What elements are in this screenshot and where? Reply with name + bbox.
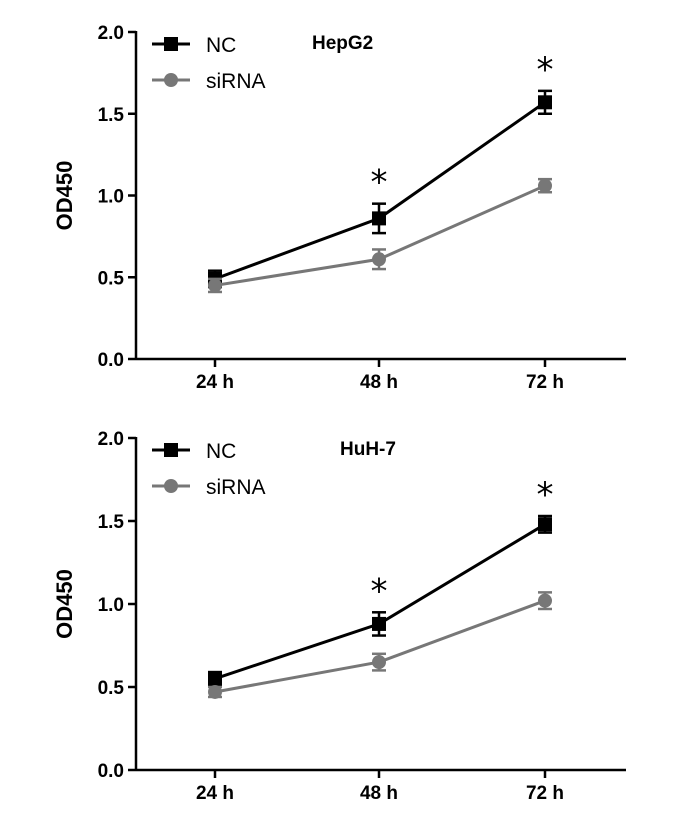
chart1-x-tick-label: 72 h [526, 783, 564, 804]
chart0-series-0-point [372, 211, 386, 226]
chart1-legend-marker [164, 443, 178, 457]
chart1-series-0-point [538, 517, 552, 532]
chart0-y-axis-label: OD450 [52, 161, 77, 231]
chart0-series-1-point [372, 252, 386, 267]
chart1-y-axis-label: OD450 [52, 569, 77, 639]
chart0-y-tick-label: 1.0 [98, 187, 124, 208]
chart-huh7: 0.0 0.5 1.0 1.5 2.0 24 h 48 h 72 h OD450 HuH-7 * * N… [52, 429, 626, 804]
chart1-series-1-point [538, 593, 552, 608]
chart0-x-tick-label: 72 h [526, 372, 564, 393]
chart0-series-1-point [538, 178, 552, 193]
chart1-legend-marker [164, 479, 178, 493]
chart0-significance-star: * [537, 50, 554, 90]
chart1-title: HuH-7 [340, 439, 396, 460]
chart0-legend-label: siRNA [206, 70, 266, 93]
chart0-y-tick-label: 0.0 [98, 350, 124, 371]
chart1-x-tick-label: 48 h [360, 783, 398, 804]
chart1-y-tick-label: 1.5 [98, 512, 125, 533]
chart1-series-0-point [372, 616, 386, 631]
chart1-legend-label: NC [206, 440, 236, 463]
chart1-x-tick-label: 24 h [196, 783, 234, 804]
chart-hepg2: 0.0 0.5 1.0 1.5 2.0 24 h 48 h 72 h OD450 HepG2 * * N… [52, 23, 626, 393]
chart0-legend-marker [164, 37, 178, 51]
chart1-y-tick-label: 0.5 [98, 678, 125, 699]
chart1-series-1-point [208, 684, 222, 699]
chart0-x-tick-label: 48 h [360, 372, 398, 393]
chart0-y-tick-label: 0.5 [98, 268, 125, 289]
chart1-y-tick-label: 0.0 [98, 761, 124, 782]
chart1-series-1-point [372, 655, 386, 670]
chart0-y-tick-label: 2.0 [98, 23, 124, 44]
chart0-legend-label: NC [206, 34, 236, 57]
chart1-y-tick-label: 1.0 [98, 595, 124, 616]
chart1-legend-label: siRNA [206, 476, 266, 499]
chart1-y-tick-label: 2.0 [98, 429, 124, 450]
chart0-title: HepG2 [312, 33, 373, 54]
chart0-significance-star: * [371, 163, 388, 203]
chart0-series-0-point [538, 95, 552, 110]
chart1-significance-star: * [537, 475, 554, 515]
chart0-series-1-point [208, 278, 222, 293]
chart1-series-0-point [208, 671, 222, 686]
chart0-legend-marker [164, 73, 178, 87]
chart0-y-tick-label: 1.5 [98, 105, 125, 126]
chart0-x-tick-label: 24 h [196, 372, 234, 393]
chart1-significance-star: * [371, 571, 388, 611]
